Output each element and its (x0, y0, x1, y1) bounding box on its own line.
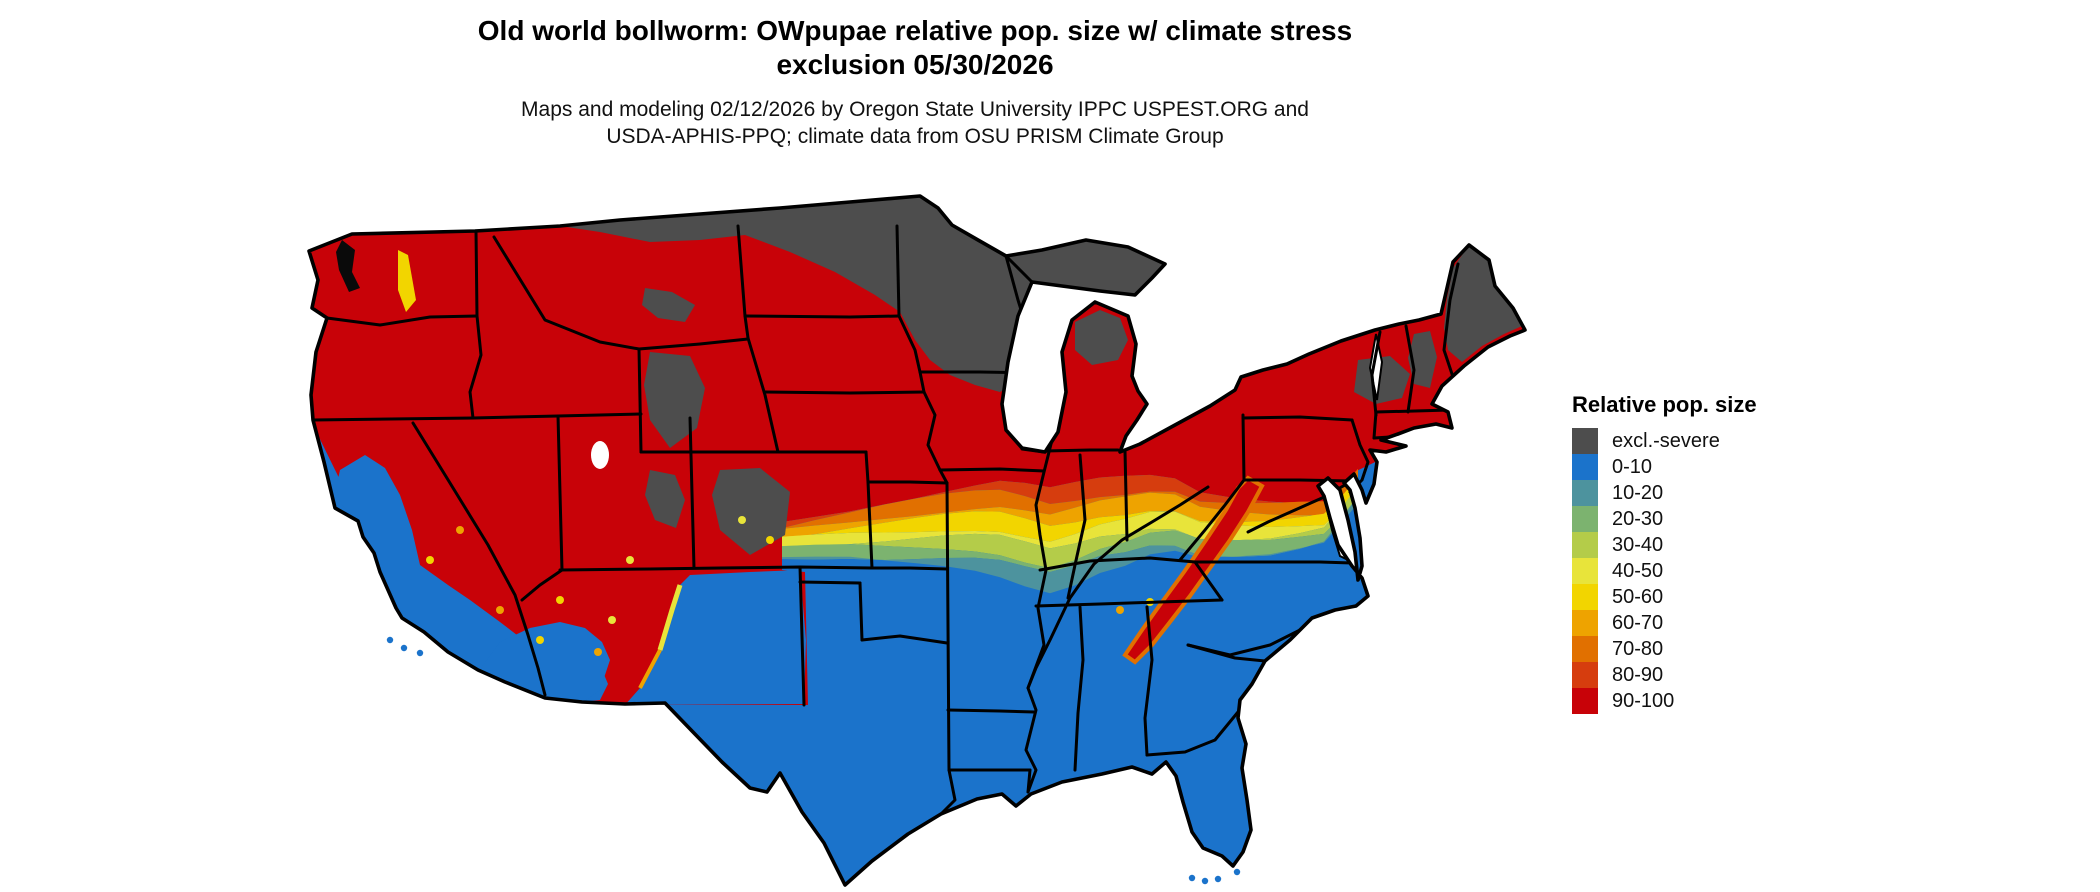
legend-swatch-30-40 (1572, 532, 1598, 558)
legend-label: 50-60 (1612, 585, 1664, 608)
chart-header: Old world bollworm: OWpupae relative pop… (270, 14, 1560, 150)
legend-label: 40-50 (1612, 559, 1664, 582)
legend-row: 70-80 (1572, 636, 1872, 662)
legend-row: 90-100 (1572, 688, 1872, 714)
island-dot (400, 644, 408, 652)
island-dot (386, 636, 394, 644)
us-map-container (230, 170, 1560, 892)
legend-label: 20-30 (1612, 507, 1664, 530)
legend-swatch-80-90 (1572, 662, 1598, 688)
legend-row: 0-10 (1572, 454, 1872, 480)
us-map (307, 194, 1527, 887)
map-title-line1: Old world bollworm: OWpupae relative pop… (477, 15, 1353, 46)
legend-swatch-20-30 (1572, 506, 1598, 532)
map-subtitle-line1: Maps and modeling 02/12/2026 by Oregon S… (521, 98, 1309, 121)
legend-label: 60-70 (1612, 611, 1664, 634)
legend-swatch-50-60 (1572, 584, 1598, 610)
legend-label: 80-90 (1612, 663, 1664, 686)
legend-swatch-0-10 (1572, 454, 1598, 480)
legend-swatch-40-50 (1572, 558, 1598, 584)
legend-swatch-10-20 (1572, 480, 1598, 506)
legend: Relative pop. size excl.-severe 0-10 10-20… (1572, 392, 1872, 714)
legend-swatch-70-80 (1572, 636, 1598, 662)
legend-label: 70-80 (1612, 637, 1664, 660)
legend-label: 0-10 (1612, 455, 1653, 478)
legend-row: 60-70 (1572, 610, 1872, 636)
island-dot (1201, 877, 1209, 885)
legend-swatch-60-70 (1572, 610, 1598, 636)
legend-label: 10-20 (1612, 481, 1664, 504)
map-subtitle: Maps and modeling 02/12/2026 by Oregon S… (270, 96, 1560, 150)
island-dot (1233, 868, 1241, 876)
legend-row: 80-90 (1572, 662, 1872, 688)
legend-label: excl.-severe (1612, 429, 1720, 452)
legend-swatch-90-100 (1572, 688, 1598, 714)
legend-label: 30-40 (1612, 533, 1664, 556)
map-title-line2: exclusion 05/30/2026 (776, 49, 1054, 80)
legend-row: 30-40 (1572, 532, 1872, 558)
legend-rows: excl.-severe 0-10 10-20 20-30 30-40 40-50 50-6… (1572, 428, 1872, 714)
legend-title: Relative pop. size (1572, 392, 1757, 417)
legend-row: 20-30 (1572, 506, 1872, 532)
island-dot (416, 649, 424, 657)
legend-row: 50-60 (1572, 584, 1872, 610)
island-dot (1214, 875, 1222, 883)
legend-row: 40-50 (1572, 558, 1872, 584)
legend-row: 10-20 (1572, 480, 1872, 506)
map-subtitle-line2: USDA-APHIS-PPQ; climate data from OSU PR… (606, 125, 1224, 148)
us-outline (307, 194, 1527, 887)
legend-label: 90-100 (1612, 689, 1675, 712)
legend-row: excl.-severe (1572, 428, 1872, 454)
island-dot (1188, 874, 1196, 882)
legend-swatch-excl.-severe (1572, 428, 1598, 454)
